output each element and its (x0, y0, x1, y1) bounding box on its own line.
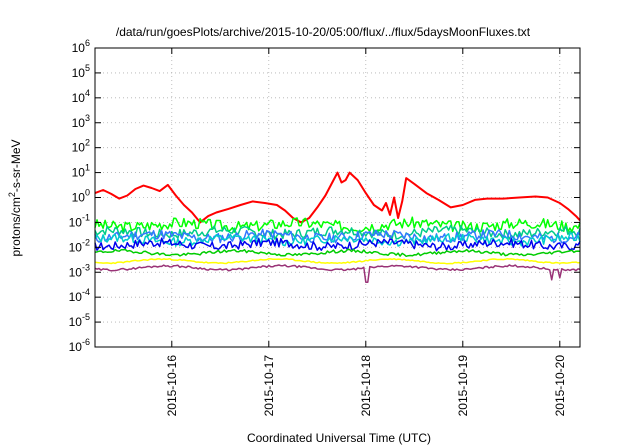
y-tick-label: 105 (72, 63, 90, 80)
series-line-6 (94, 237, 581, 252)
x-tick-label: 2015-10-20 (553, 355, 567, 417)
series-line-5 (94, 232, 581, 247)
series-line-7 (94, 248, 581, 258)
y-axis: 10-6 10-5 10-4 10-3 10-2 10-1 100 101 102 103 104 1… (69, 38, 580, 354)
y-tick-label: 102 (72, 138, 90, 155)
series-line-4 (94, 228, 581, 244)
chart-title: /data/run/goesPlots/archive/2015-10-20/0… (116, 25, 531, 39)
series-group (94, 171, 581, 283)
y-axis-label: protons/cm2-s-sr-MeV (7, 139, 23, 256)
y-tick-label: 10-5 (69, 312, 90, 329)
series-line-1 (94, 171, 581, 224)
y-tick-label: 106 (72, 38, 90, 55)
x-tick-label: 2015-10-18 (359, 355, 373, 417)
x-tick-label: 2015-10-19 (456, 355, 470, 417)
series-line-3 (94, 224, 581, 240)
series-line-8 (94, 257, 581, 265)
x-tick-label: 2015-10-17 (262, 355, 276, 417)
y-tick-label: 10-1 (69, 212, 90, 229)
x-axis: 2015-10-16 2015-10-17 2015-10-18 2015-10-19… (165, 48, 567, 416)
series-line-2 (94, 216, 581, 233)
y-tick-label: 103 (72, 113, 90, 130)
y-tick-label: 100 (72, 188, 90, 205)
y-tick-label: 104 (72, 88, 90, 105)
x-tick-label: 2015-10-16 (165, 355, 179, 417)
y-tick-label: 10-6 (69, 337, 90, 354)
x-axis-label: Coordinated Universal Time (UTC) (247, 431, 431, 445)
y-tick-label: 10-3 (69, 262, 90, 279)
y-tick-label: 10-4 (69, 287, 90, 304)
y-tick-label: 101 (72, 163, 90, 180)
series-line-9 (94, 264, 581, 283)
y-tick-label: 10-2 (69, 237, 90, 254)
